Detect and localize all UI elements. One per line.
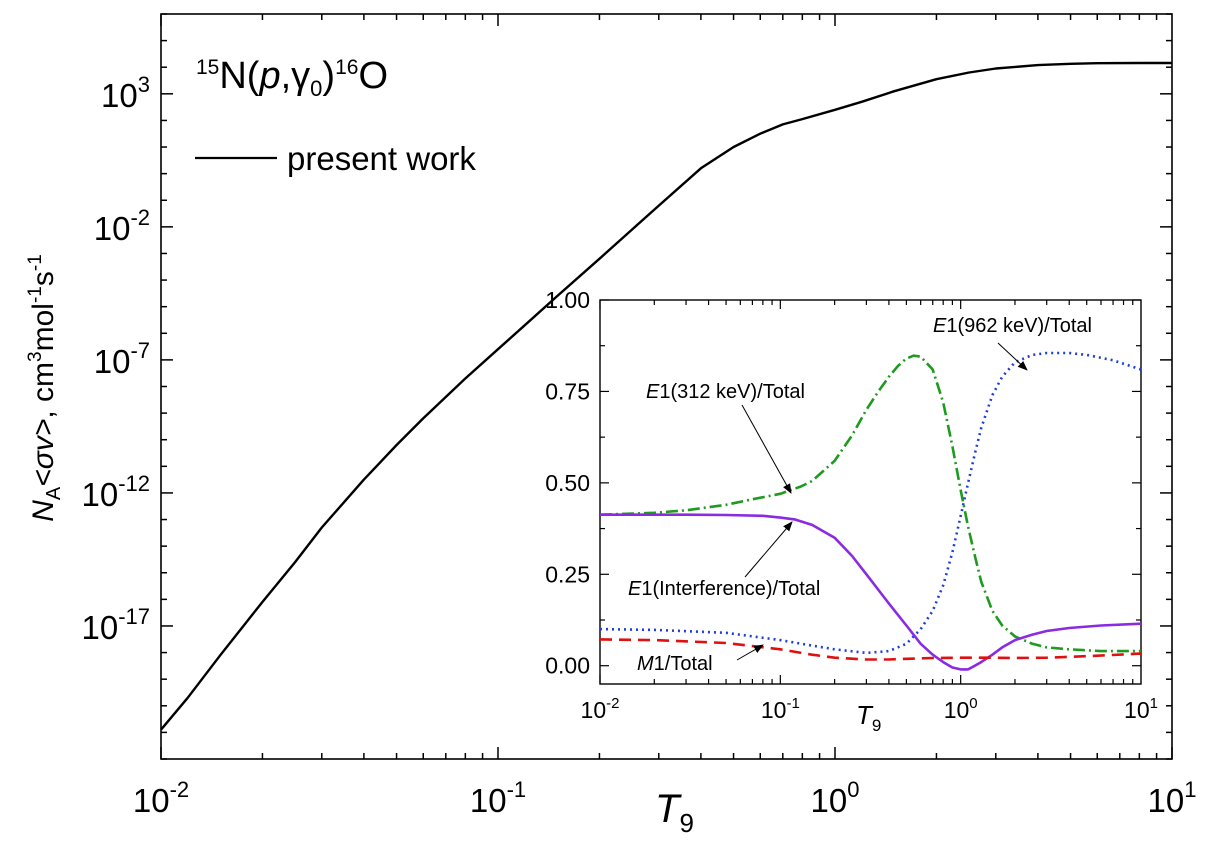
title-element-b: O bbox=[358, 55, 388, 97]
inset-x-tick-exp: 0 bbox=[969, 695, 977, 712]
label-m1-rest: 1/Total bbox=[654, 653, 713, 675]
label-m1: M1/Total bbox=[637, 653, 713, 675]
inset-x-tick-base: 10 bbox=[944, 697, 970, 723]
label-interference-rest: 1(Interference)/Total bbox=[641, 578, 820, 600]
main-series-layer bbox=[160, 61, 1172, 731]
arrow-e1-962 bbox=[997, 342, 1028, 371]
series-line-e1-962 bbox=[599, 351, 1142, 655]
main-y-tick-label: 10-17 bbox=[81, 604, 150, 646]
main-y-tick-label: 10-7 bbox=[94, 338, 150, 380]
main-y-tick-base: 10 bbox=[81, 476, 118, 513]
main-x-tick-label: 101 bbox=[1148, 777, 1197, 819]
main-y-tick-base: 10 bbox=[94, 210, 131, 247]
label-e1-962: E1(962 keV)/Total bbox=[933, 315, 1092, 337]
title-element-a: N( bbox=[219, 55, 259, 97]
label-e1-962-italic: E bbox=[933, 315, 947, 337]
title-mass-b: 16 bbox=[335, 56, 358, 79]
title-gamma-sub: 0 bbox=[310, 76, 322, 101]
inset-x-tick-base: 10 bbox=[761, 697, 787, 723]
label-e1-interference: E1(Interference)/Total bbox=[628, 578, 820, 600]
title-comma: , bbox=[281, 55, 292, 97]
main-x-tick-exp: -2 bbox=[170, 777, 190, 802]
ylabel-exp-mol: -1 bbox=[25, 286, 46, 303]
ylabel-n: N bbox=[27, 500, 60, 522]
inset-frame bbox=[599, 299, 1142, 685]
ylabel-mol: mol bbox=[27, 303, 60, 351]
x-axis-label: T9 bbox=[655, 787, 694, 838]
series-line-m1 bbox=[599, 638, 1142, 661]
main-y-tick-label: 103 bbox=[101, 72, 150, 114]
inset-x-tick-label: 101 bbox=[1124, 695, 1158, 723]
label-e1-312-italic: E bbox=[646, 381, 660, 403]
inset-y-tick-label: 0.25 bbox=[545, 561, 590, 587]
main-x-tick-exp: 0 bbox=[847, 777, 859, 802]
main-y-tick-exp: -12 bbox=[118, 471, 150, 496]
label-e1-312-rest: 1(312 keV)/Total bbox=[659, 381, 805, 403]
main-x-tick-base: 10 bbox=[470, 782, 507, 819]
series-line-present-work bbox=[160, 61, 1172, 731]
inset-y-tick-label: 0.75 bbox=[545, 378, 590, 404]
xlabel-sub: 9 bbox=[679, 808, 693, 838]
title-particle: p bbox=[258, 55, 280, 97]
main-y-tick-exp: -7 bbox=[130, 338, 150, 363]
label-interference-italic: E bbox=[628, 578, 642, 600]
label-m1-italic: M bbox=[637, 653, 654, 675]
inset-x-tick-exp: -1 bbox=[786, 695, 799, 712]
legend-label: present work bbox=[287, 140, 476, 177]
arrow-e1-interference bbox=[744, 521, 793, 578]
main-x-tick-base: 10 bbox=[811, 782, 848, 819]
main-y-tick-base: 10 bbox=[101, 77, 138, 114]
inset-x-tick-label: 100 bbox=[944, 695, 978, 723]
main-x-tick-exp: 1 bbox=[1184, 777, 1196, 802]
inset-y-tick-label: 0.00 bbox=[545, 653, 590, 679]
main-x-tick-label: 10-2 bbox=[133, 777, 189, 819]
main-title: 15N(p,γ0)16O bbox=[196, 55, 388, 101]
inset-x-tick-label: 10-1 bbox=[761, 695, 800, 723]
inset-x-tick-base: 10 bbox=[1124, 697, 1150, 723]
label-e1-312: E1(312 keV)/Total bbox=[646, 381, 805, 403]
inset-x-tick-label: 10-2 bbox=[581, 695, 620, 723]
inset-x-axis-label: T9 bbox=[856, 700, 881, 735]
main-x-tick-base: 10 bbox=[1148, 782, 1185, 819]
ylabel-s: s bbox=[27, 271, 60, 286]
inset-x-tick-base: 10 bbox=[581, 697, 607, 723]
inset-xlabel-sub: 9 bbox=[872, 716, 881, 735]
ylabel-exp3: 3 bbox=[25, 351, 46, 362]
title-close: ) bbox=[322, 55, 335, 97]
label-e1-962-rest: 1(962 keV)/Total bbox=[946, 315, 1092, 337]
arrow-m1 bbox=[736, 644, 764, 661]
main-x-tick-label: 100 bbox=[811, 777, 860, 819]
main-x-tick-label: 10-1 bbox=[470, 777, 526, 819]
inset-y-tick-label: 0.50 bbox=[545, 470, 590, 496]
y-axis-label: NA<σv>, cm3mol-1s-1 bbox=[25, 254, 65, 522]
main-y-tick-exp: -2 bbox=[130, 205, 150, 230]
ylabel-units: , cm bbox=[27, 362, 60, 419]
xlabel-t: T bbox=[655, 787, 682, 831]
main-y-tick-exp: 3 bbox=[138, 72, 150, 97]
ylabel-exp-s: -1 bbox=[25, 254, 46, 271]
title-mass-a: 15 bbox=[196, 56, 219, 79]
arrow-e1-312 bbox=[741, 404, 792, 494]
inset-xlabel-t: T bbox=[856, 700, 874, 730]
main-y-tick-exp: -17 bbox=[118, 604, 150, 629]
ylabel-n-sub: A bbox=[43, 486, 65, 500]
main-y-tick-base: 10 bbox=[81, 609, 118, 646]
title-gamma: γ bbox=[291, 55, 310, 97]
main-x-tick-exp: -1 bbox=[507, 777, 527, 802]
series-line-e1-interference bbox=[600, 513, 1142, 671]
inset-x-tick-exp: 1 bbox=[1150, 695, 1158, 712]
inset-y-tick-label: 1.00 bbox=[545, 287, 590, 313]
main-y-tick-base: 10 bbox=[94, 343, 131, 380]
inset-x-tick-exp: -2 bbox=[606, 695, 619, 712]
main-y-tick-label: 10-12 bbox=[81, 471, 150, 513]
main-x-tick-base: 10 bbox=[133, 782, 170, 819]
main-y-tick-label: 10-2 bbox=[94, 205, 150, 247]
ylabel-sigmav: <σv> bbox=[27, 419, 60, 487]
